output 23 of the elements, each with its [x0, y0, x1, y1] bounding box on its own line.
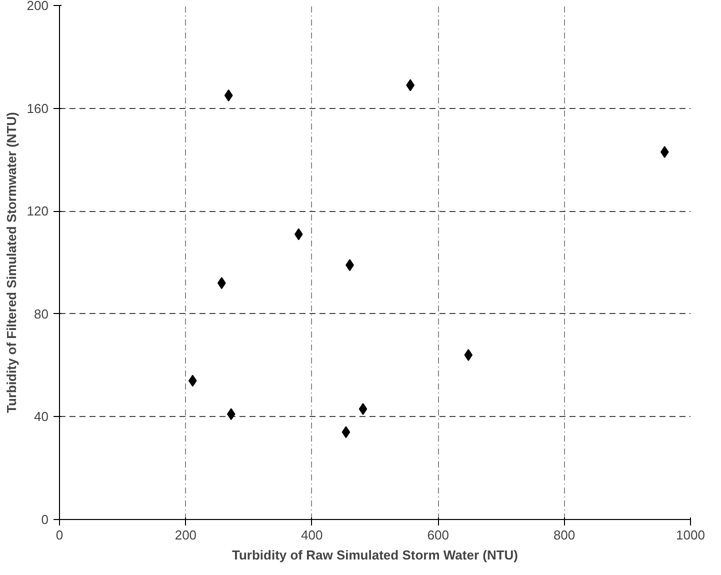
point	[464, 349, 473, 362]
x-tick-label: 0	[56, 528, 64, 542]
x-tick-label: 400	[301, 528, 323, 542]
x-tick-label: 800	[553, 528, 576, 542]
point	[660, 146, 669, 158]
point	[188, 374, 197, 387]
x-tick-label: 600	[427, 528, 449, 542]
x-axis-title: Turbidity of Raw Simulated Storm Water (NTU)	[232, 548, 518, 562]
point	[406, 79, 415, 92]
x-tick-label: 200	[174, 528, 197, 542]
point	[226, 408, 236, 420]
point	[342, 426, 350, 438]
y-tick-label: 0	[41, 512, 49, 527]
point	[294, 228, 303, 240]
point	[224, 89, 233, 102]
y-tick-label: 40	[34, 409, 49, 424]
y-tick-label: 120	[26, 204, 49, 219]
y-tick-label: 80	[34, 306, 49, 322]
y-axis-title: Turbidity of Filtered Simulated Stormwater (NTU)	[4, 112, 19, 413]
y-tick-label: 200	[26, 0, 49, 13]
y-tick-label: 160	[26, 100, 49, 116]
point	[358, 402, 368, 415]
x-tick-label: 1000	[676, 528, 705, 542]
